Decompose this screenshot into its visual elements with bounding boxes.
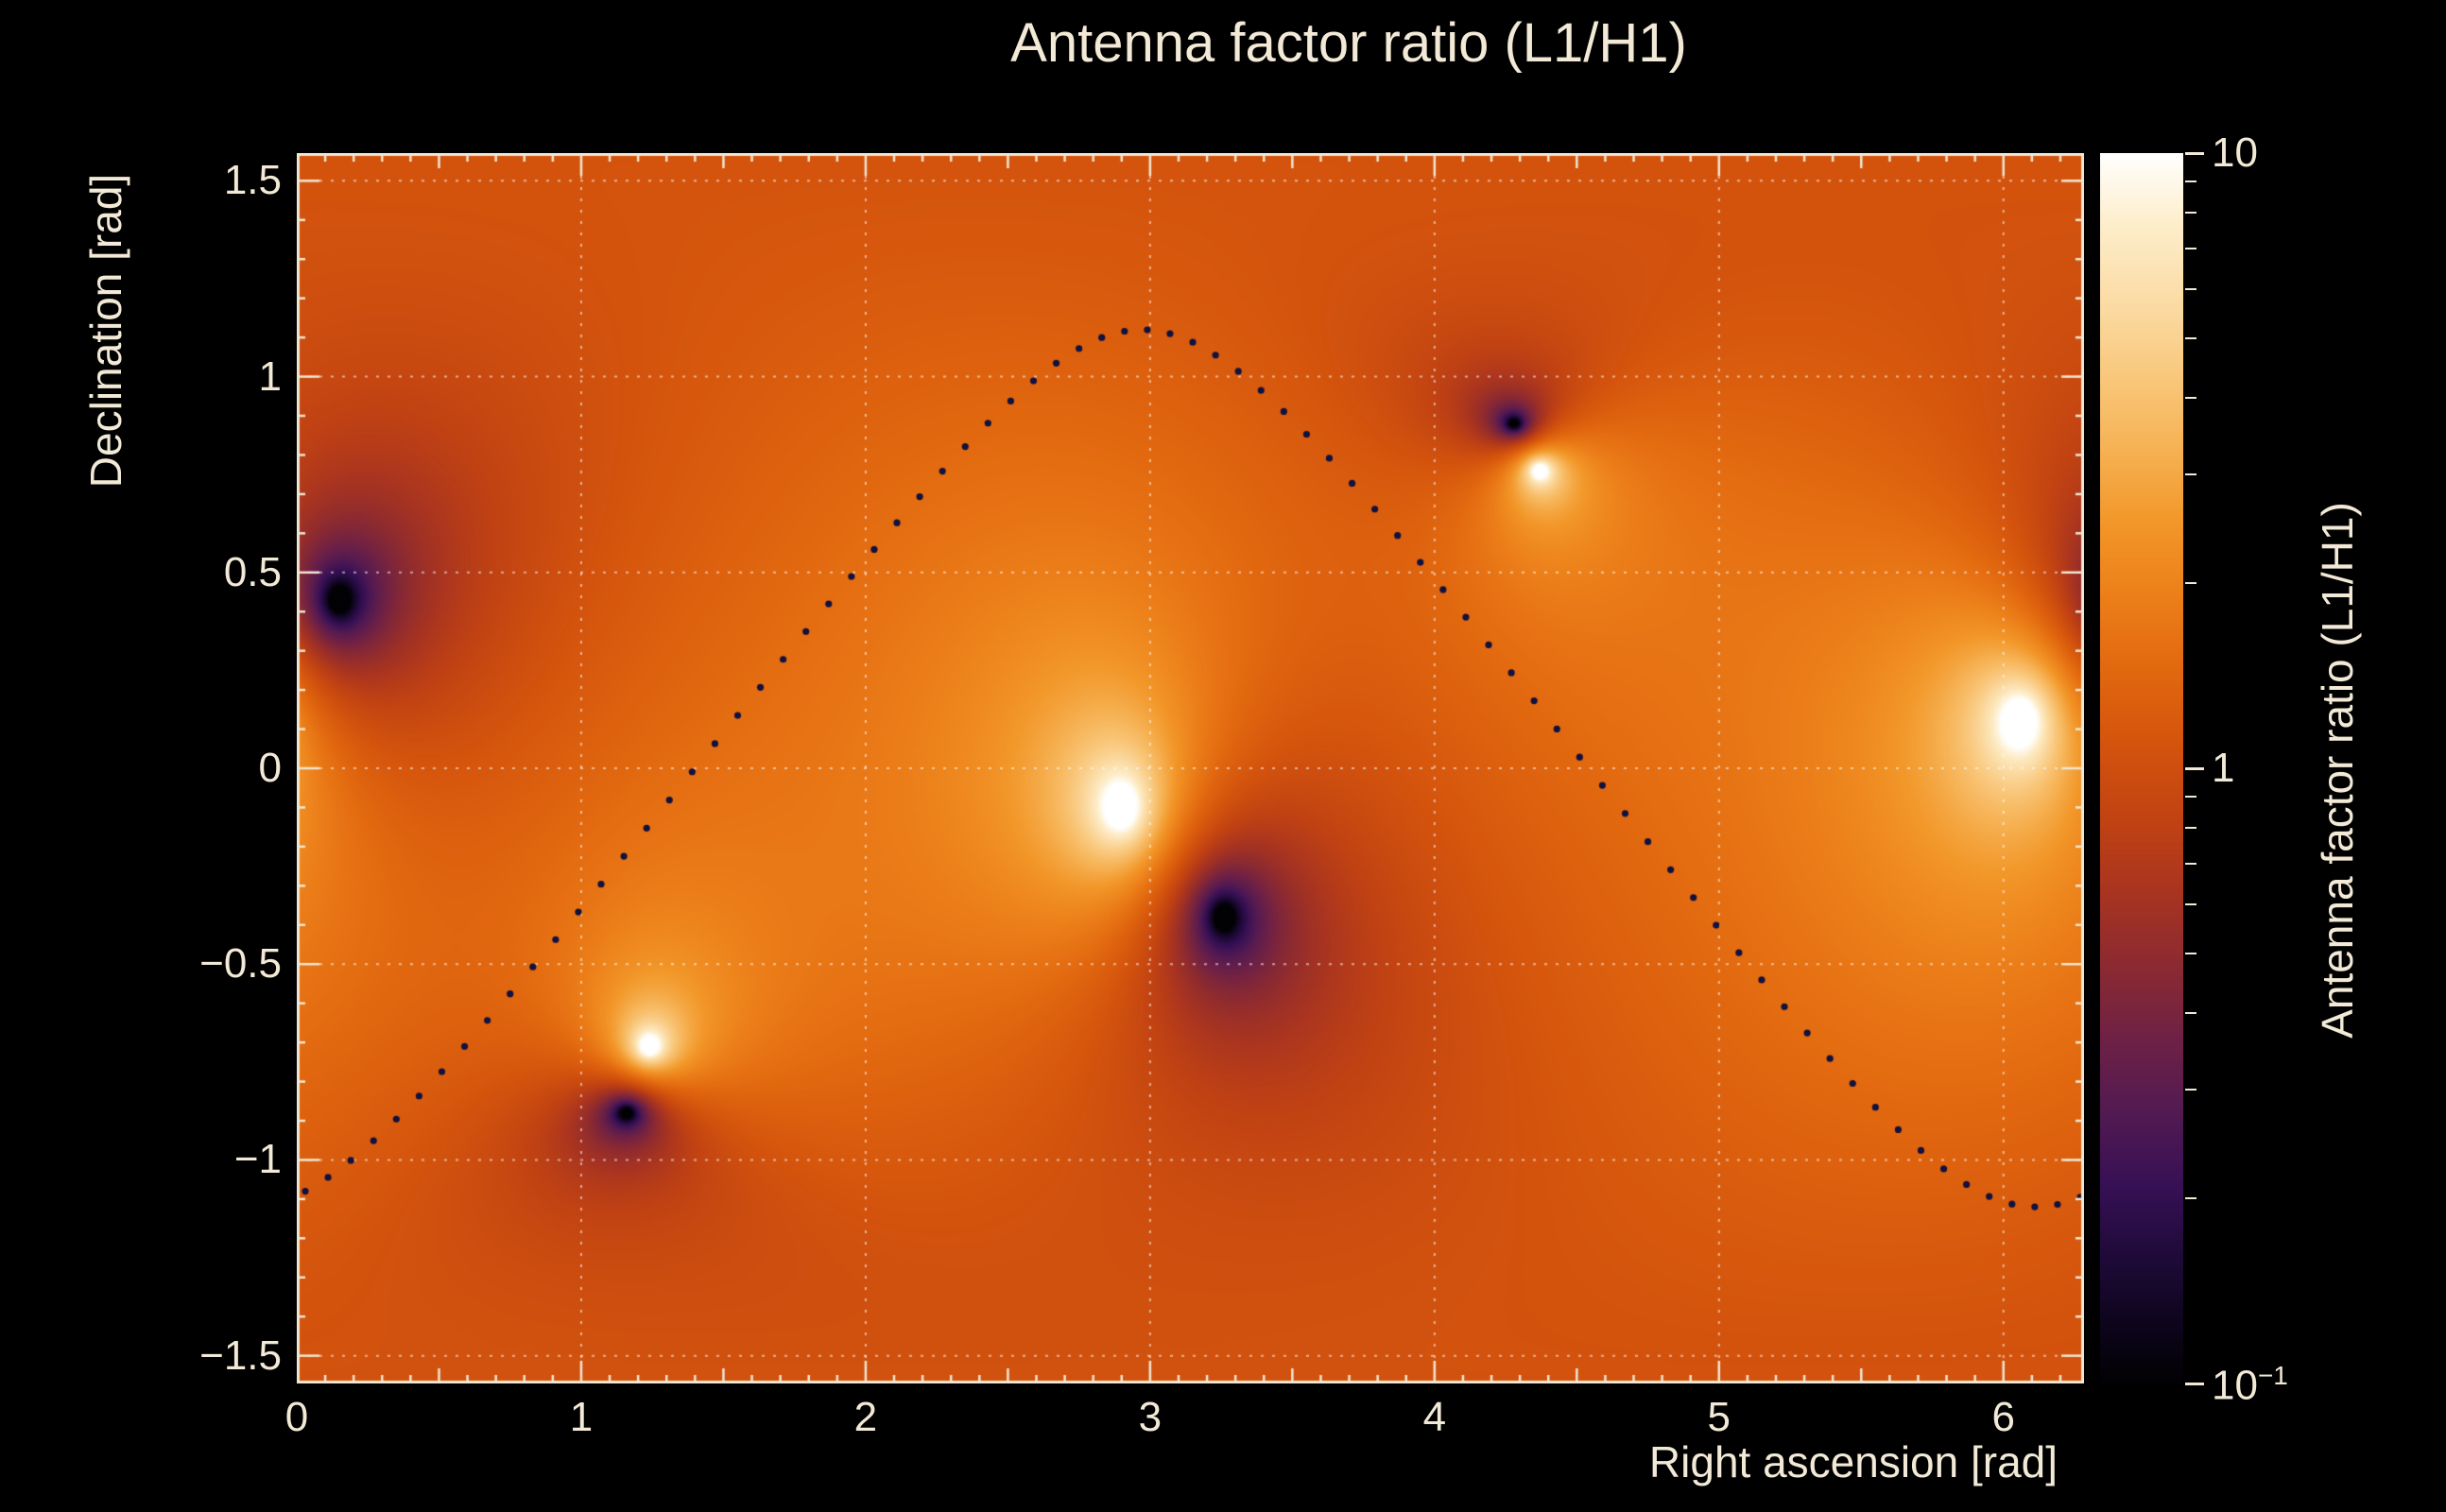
- chart-title: Antenna factor ratio (L1/H1): [1010, 12, 1687, 74]
- y-tick-label: 0.5: [223, 548, 282, 595]
- y-tick-label: −1: [233, 1136, 282, 1183]
- colorbar-tick: [2185, 152, 2204, 155]
- colorbar-minor-tick: [2185, 336, 2196, 339]
- x-tick-label: 5: [1707, 1394, 1731, 1440]
- y-tick-label: 1.5: [223, 157, 282, 204]
- colorbar-tick-label: 10: [2212, 129, 2258, 176]
- x-axis-title: Right ascension [rad]: [1648, 1437, 2058, 1486]
- x-tick-label: 2: [853, 1394, 878, 1440]
- colorbar-minor-tick: [2185, 180, 2196, 182]
- heatmap-canvas: [297, 153, 2084, 1383]
- colorbar-minor-tick: [2185, 288, 2196, 291]
- colorbar-minor-tick: [2185, 1089, 2196, 1091]
- colorbar-minor-tick: [2185, 582, 2196, 585]
- colorbar-minor-tick: [2185, 827, 2196, 830]
- y-axis-title: Declination [rad]: [81, 173, 130, 489]
- colorbar-minor-tick: [2185, 473, 2196, 476]
- x-tick-label: 6: [1991, 1394, 2015, 1440]
- x-tick-label: 0: [284, 1394, 309, 1440]
- colorbar-minor-tick: [2185, 903, 2196, 906]
- colorbar-tick-label: 10−1: [2212, 1361, 2288, 1409]
- colorbar-minor-tick: [2185, 1197, 2196, 1200]
- colorbar-canvas: [2100, 153, 2183, 1383]
- colorbar-minor-tick: [2185, 952, 2196, 954]
- x-tick-label: 1: [569, 1394, 594, 1440]
- y-tick-label: 0: [258, 745, 282, 791]
- y-tick-label: −1.5: [199, 1332, 282, 1379]
- colorbar-minor-tick: [2185, 795, 2196, 798]
- y-tick-label: 1: [258, 352, 282, 400]
- x-tick-label: 3: [1138, 1394, 1163, 1440]
- x-tick-label: 4: [1422, 1394, 1447, 1440]
- colorbar-tick-label: 1: [2212, 745, 2235, 791]
- colorbar-tick: [2185, 767, 2204, 770]
- colorbar-minor-tick: [2185, 247, 2196, 249]
- colorbar-minor-tick: [2185, 212, 2196, 215]
- y-tick-label: −0.5: [199, 940, 282, 988]
- colorbar-minor-tick: [2185, 862, 2196, 865]
- colorbar-tick: [2185, 1383, 2204, 1385]
- colorbar-minor-tick: [2185, 1012, 2196, 1015]
- colorbar-minor-tick: [2185, 397, 2196, 400]
